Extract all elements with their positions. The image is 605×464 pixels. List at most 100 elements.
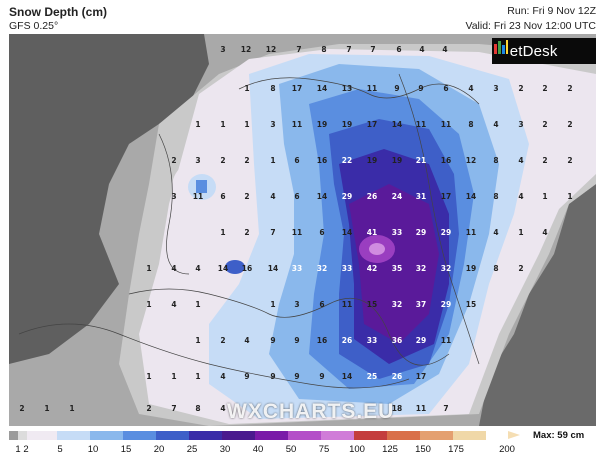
snow-depth-value: 24: [392, 192, 402, 201]
snow-depth-value: 29: [416, 228, 426, 237]
snow-depth-value: 33: [367, 336, 377, 345]
snow-depth-value: 4: [468, 84, 473, 93]
snow-depth-value: 1: [220, 120, 225, 129]
chart-title: Snow Depth (cm): [9, 5, 107, 19]
snow-depth-value: 32: [392, 300, 402, 309]
legend-swatch: [189, 431, 222, 440]
snow-depth-value: 33: [342, 264, 352, 273]
snow-depth-value: 15: [367, 300, 377, 309]
legend-swatch: [9, 431, 18, 440]
legend-swatch: [156, 431, 189, 440]
snow-depth-value: 4: [195, 264, 200, 273]
model-label: GFS 0.25°: [9, 20, 59, 32]
snow-depth-value: 8: [493, 192, 498, 201]
snow-depth-value: 41: [367, 228, 377, 237]
map-canvas: 3 12 12 7 8 7 7 6 4 41 8 17 14 13 11 9 9 6 4 3 2 2 21 1 1 3 11 19 19…: [9, 34, 596, 426]
snow-depth-value: 1: [195, 300, 200, 309]
snow-depth-value: 2: [220, 336, 225, 345]
snow-depth-value: 4: [419, 45, 424, 54]
snow-depth-value: 4: [542, 228, 547, 237]
snow-depth-value: 11: [292, 120, 302, 129]
snow-depth-value: 31: [416, 192, 426, 201]
snow-depth-value: 32: [416, 264, 426, 273]
snow-depth-value: 2: [518, 264, 523, 273]
snow-depth-value: 15: [466, 300, 476, 309]
legend-tick-label: 30: [219, 444, 231, 455]
snow-depth-value: 4: [244, 336, 249, 345]
snow-depth-value: 16: [317, 156, 327, 165]
snow-depth-value: 16: [441, 156, 451, 165]
east-dark: [479, 184, 596, 426]
snow-depth-value: 2: [542, 120, 547, 129]
snow-depth-value: 3: [518, 120, 523, 129]
snow-depth-value: 11: [416, 120, 426, 129]
west-land: [9, 34, 209, 364]
wxcharts-watermark: WXCHARTS.EU: [227, 400, 395, 423]
border-west: [158, 133, 190, 275]
snow-depth-value: 29: [342, 192, 352, 201]
snow-depth-value: 4: [442, 45, 447, 54]
snow-depth-value: 1: [244, 84, 249, 93]
legend-tick-label: 1: [15, 444, 21, 455]
snow-depth-value: 25: [367, 372, 377, 381]
legend-tick-label: 175: [448, 444, 464, 455]
snow-depth-value: 11: [367, 84, 377, 93]
snow-depth-value: 17: [416, 372, 426, 381]
legend-swatch: [321, 431, 354, 440]
snow-depth-value: 33: [292, 264, 302, 273]
snow-depth-value: 7: [370, 45, 375, 54]
legend-swatch: [222, 431, 255, 440]
border-south: [18, 323, 410, 389]
snow-40cm: [349, 184, 439, 344]
snow-depth-value: 1: [518, 228, 523, 237]
snow-depth-value: 14: [317, 192, 327, 201]
snow-depth-value: 8: [493, 156, 498, 165]
legend-tick-label: 10: [87, 444, 99, 455]
legend-tick-label: 100: [349, 444, 365, 455]
snow-depth-value: 1: [220, 228, 225, 237]
snow-depth-value: 1: [195, 120, 200, 129]
snow-depth-value: 13: [342, 84, 352, 93]
snow-depth-value: 1: [244, 120, 249, 129]
snow-depth-value: 1: [171, 372, 176, 381]
snow-depth-value: 11: [292, 228, 302, 237]
snow-depth-value: 16: [317, 336, 327, 345]
snow-depth-value: 14: [317, 84, 327, 93]
snow-depth-value: 29: [441, 300, 451, 309]
snow-depth-map: 3 12 12 7 8 7 7 6 4 4 1 8 17 14 13 11 9 9 6 4 3 2 2 2 1 1 1 3 11 19 19…: [9, 34, 596, 426]
snow-depth-value: 26: [367, 192, 377, 201]
snow-depth-value: 6: [220, 192, 225, 201]
snow-depth-value: 2: [567, 84, 572, 93]
snow-depth-value: 4: [493, 228, 498, 237]
snow-depth-value: 11: [441, 336, 451, 345]
legend-tick-label: 50: [285, 444, 297, 455]
valid-time: Valid: Fri 23 Nov 12:00 UTC: [465, 20, 596, 32]
snow-depth-value: 19: [367, 156, 377, 165]
snow-depth-value: 4: [220, 404, 225, 413]
snow-depth-value: 1: [270, 300, 275, 309]
snow-depth-value: 19: [342, 120, 352, 129]
snow-depth-value: 21: [416, 156, 426, 165]
snow-depth-value: 7: [270, 228, 275, 237]
snow-depth-value: 2: [244, 192, 249, 201]
snow-depth-value: 1: [270, 156, 275, 165]
run-time: Run: Fri 9 Nov 12Z: [507, 5, 596, 17]
snow-depth-value: 9: [270, 372, 275, 381]
snow-depth-value: 1: [146, 264, 151, 273]
snow-depth-value: 14: [342, 228, 352, 237]
snow-depth-value: 19: [466, 264, 476, 273]
snow-depth-value: 26: [392, 372, 402, 381]
legend-max: Max: 59 cm: [533, 430, 585, 441]
legend-swatch: [387, 431, 420, 440]
snow-depth-value: 2: [567, 156, 572, 165]
legend-swatch: [288, 431, 321, 440]
snow-depth-value: 14: [342, 372, 352, 381]
snow-depth-value: 9: [270, 336, 275, 345]
snow-depth-value: 1: [146, 300, 151, 309]
snow-depth-value: 4: [270, 192, 275, 201]
snow-depth-value: 36: [392, 336, 402, 345]
snow-depth-value: 17: [441, 192, 451, 201]
snow-depth-value: 2: [220, 156, 225, 165]
snow-depth-value: 29: [416, 336, 426, 345]
legend-swatch: [18, 431, 27, 440]
